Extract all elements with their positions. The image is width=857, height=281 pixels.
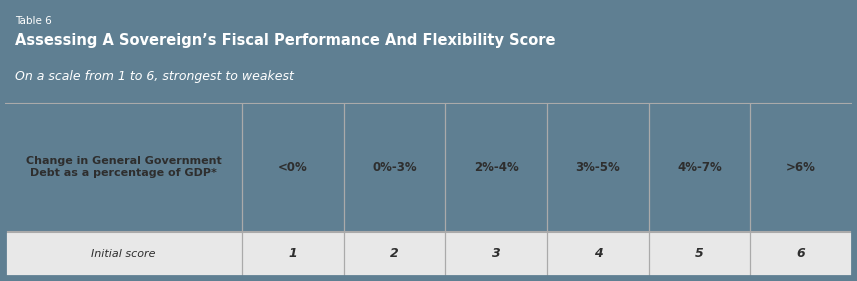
- Text: Table 6: Table 6: [15, 16, 52, 26]
- Text: 2: 2: [390, 247, 399, 260]
- Bar: [5, 232, 852, 276]
- Text: 6: 6: [797, 247, 806, 260]
- Text: Change in General Government
Debt as a percentage of GDP*: Change in General Government Debt as a p…: [26, 157, 221, 178]
- Text: <0%: <0%: [279, 161, 308, 174]
- Text: 0%-3%: 0%-3%: [372, 161, 417, 174]
- Text: Initial score: Initial score: [92, 249, 156, 259]
- Text: 1: 1: [289, 247, 297, 260]
- Text: 3%-5%: 3%-5%: [576, 161, 620, 174]
- Text: Assessing A Sovereign’s Fiscal Performance And Flexibility Score: Assessing A Sovereign’s Fiscal Performan…: [15, 33, 555, 49]
- Text: 2%-4%: 2%-4%: [474, 161, 518, 174]
- Text: 4: 4: [594, 247, 602, 260]
- Text: >6%: >6%: [786, 161, 816, 174]
- Text: 3: 3: [492, 247, 500, 260]
- Text: On a scale from 1 to 6, strongest to weakest: On a scale from 1 to 6, strongest to wea…: [15, 70, 294, 83]
- Text: 5: 5: [695, 247, 704, 260]
- Text: 4%-7%: 4%-7%: [677, 161, 722, 174]
